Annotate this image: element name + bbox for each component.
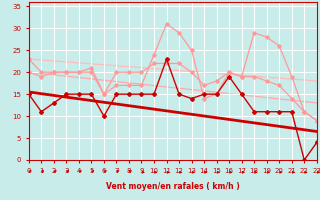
X-axis label: Vent moyen/en rafales ( km/h ): Vent moyen/en rafales ( km/h ) xyxy=(106,182,240,191)
